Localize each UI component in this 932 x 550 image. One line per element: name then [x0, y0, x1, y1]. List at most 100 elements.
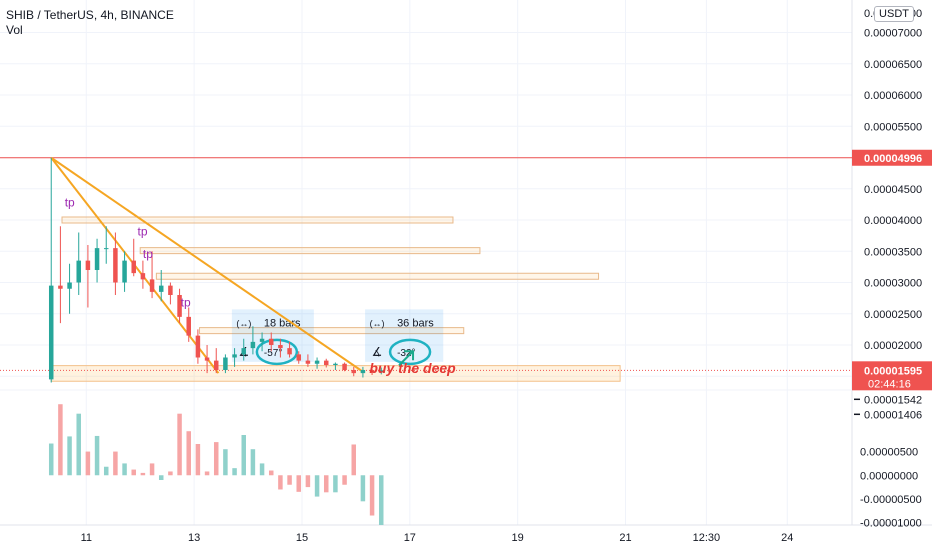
- volume-bar[interactable]: [113, 451, 118, 476]
- candle-body[interactable]: [305, 360, 311, 364]
- candle-body[interactable]: [94, 248, 100, 270]
- volume-bar[interactable]: [140, 472, 146, 476]
- tp-label[interactable]: tp: [65, 195, 75, 209]
- volume-bar[interactable]: [333, 475, 338, 493]
- volume-bar[interactable]: [360, 475, 366, 502]
- volume-bar[interactable]: [223, 449, 228, 476]
- take-profit-band[interactable]: [139, 247, 481, 255]
- volume-bar[interactable]: [76, 413, 81, 476]
- candle-body[interactable]: [360, 370, 366, 374]
- take-profit-band[interactable]: [155, 272, 600, 280]
- hand-drawn-circle: [388, 338, 432, 366]
- volume-bar[interactable]: [204, 471, 210, 476]
- volume-bar[interactable]: [287, 475, 292, 485]
- candle-body[interactable]: [333, 363, 338, 365]
- volume-tick-label: 0.00000500: [860, 447, 918, 459]
- volume-bar[interactable]: [250, 449, 256, 476]
- candle-body[interactable]: [378, 370, 384, 373]
- candle-body[interactable]: [259, 338, 265, 342]
- candle-body[interactable]: [140, 273, 146, 280]
- volume-bar[interactable]: [323, 475, 329, 493]
- symbol-title[interactable]: SHIB / TetherUS, 4h, BINANCE: [6, 8, 174, 22]
- volume-bar[interactable]: [378, 475, 384, 525]
- volume-bar[interactable]: [232, 468, 237, 476]
- volume-bar[interactable]: [149, 463, 155, 476]
- time-tick-label: 21: [619, 532, 631, 544]
- volume-bar[interactable]: [177, 413, 182, 476]
- price-tick-label: 0.00003500: [864, 246, 922, 258]
- volume-bar[interactable]: [48, 443, 54, 476]
- trendline[interactable]: [50, 156, 362, 372]
- time-tick-label: 13: [188, 532, 200, 544]
- volume-bar[interactable]: [278, 475, 283, 490]
- volume-bar[interactable]: [314, 475, 320, 497]
- candle-body[interactable]: [186, 316, 191, 336]
- volume-bar[interactable]: [122, 463, 127, 476]
- level-label: 0.00001542: [864, 394, 922, 406]
- volume-bar[interactable]: [168, 471, 173, 476]
- tp-label[interactable]: tp: [181, 295, 191, 309]
- volume-bar[interactable]: [305, 475, 311, 488]
- candle-body[interactable]: [204, 357, 210, 361]
- currency-button[interactable]: USDT: [874, 6, 914, 22]
- candle-body[interactable]: [314, 360, 320, 364]
- tp-label[interactable]: tp: [138, 225, 148, 239]
- volume-bar[interactable]: [67, 436, 72, 476]
- candle-body[interactable]: [149, 279, 155, 292]
- last-price-label-bg: [852, 361, 932, 391]
- candle-body[interactable]: [67, 282, 72, 289]
- candle-body[interactable]: [351, 370, 356, 374]
- candle-body[interactable]: [177, 295, 182, 317]
- take-profit-band[interactable]: [61, 216, 454, 224]
- candle-body[interactable]: [48, 285, 54, 380]
- take-profit-band[interactable]: [199, 327, 465, 335]
- price-tick-label: 0.00004000: [864, 215, 922, 227]
- volume-bar[interactable]: [131, 469, 136, 476]
- candle-body[interactable]: [342, 363, 347, 370]
- candle-body[interactable]: [287, 348, 292, 355]
- volume-bar[interactable]: [103, 466, 109, 476]
- candle-body[interactable]: [195, 335, 201, 358]
- volume-bar[interactable]: [213, 442, 219, 476]
- buy-note[interactable]: buy the deep: [369, 360, 456, 376]
- candle-body[interactable]: [213, 360, 219, 370]
- candle-body[interactable]: [241, 348, 246, 355]
- volume-bar[interactable]: [94, 435, 100, 476]
- candle-body[interactable]: [58, 285, 63, 289]
- candle-body[interactable]: [158, 285, 164, 292]
- candle-body[interactable]: [85, 260, 91, 270]
- time-tick-label: 17: [404, 532, 416, 544]
- volume-bar[interactable]: [195, 444, 201, 476]
- volume-bar[interactable]: [186, 431, 191, 476]
- candle-body[interactable]: [113, 248, 118, 283]
- volume-bar[interactable]: [268, 470, 274, 476]
- volume-bar[interactable]: [351, 444, 356, 476]
- tp-label[interactable]: tp: [143, 247, 153, 261]
- volume-bar[interactable]: [369, 475, 375, 516]
- volume-bar[interactable]: [342, 475, 347, 485]
- volume-bar[interactable]: [241, 435, 246, 476]
- price-line-label: 0.00004996: [864, 153, 922, 165]
- candle-body[interactable]: [369, 370, 375, 373]
- candle-body[interactable]: [268, 338, 274, 345]
- candle-body[interactable]: [131, 260, 136, 274]
- volume-bar[interactable]: [296, 475, 301, 492]
- candle-body[interactable]: [223, 357, 228, 371]
- candle-body[interactable]: [323, 360, 329, 365]
- candle-body[interactable]: [168, 285, 173, 295]
- candle-body[interactable]: [250, 341, 256, 349]
- time-tick-label: 15: [296, 532, 308, 544]
- candle-body[interactable]: [103, 248, 109, 250]
- volume-bar[interactable]: [85, 451, 91, 476]
- volume-indicator-label[interactable]: Vol: [6, 23, 23, 37]
- candle-body[interactable]: [296, 354, 301, 361]
- candle-body[interactable]: [232, 354, 237, 358]
- volume-bar[interactable]: [259, 463, 265, 476]
- candle-body[interactable]: [122, 260, 127, 283]
- volume-bar[interactable]: [58, 404, 63, 476]
- candle-body[interactable]: [76, 260, 81, 283]
- candle-body[interactable]: [278, 345, 283, 349]
- volume-bar[interactable]: [158, 475, 164, 480]
